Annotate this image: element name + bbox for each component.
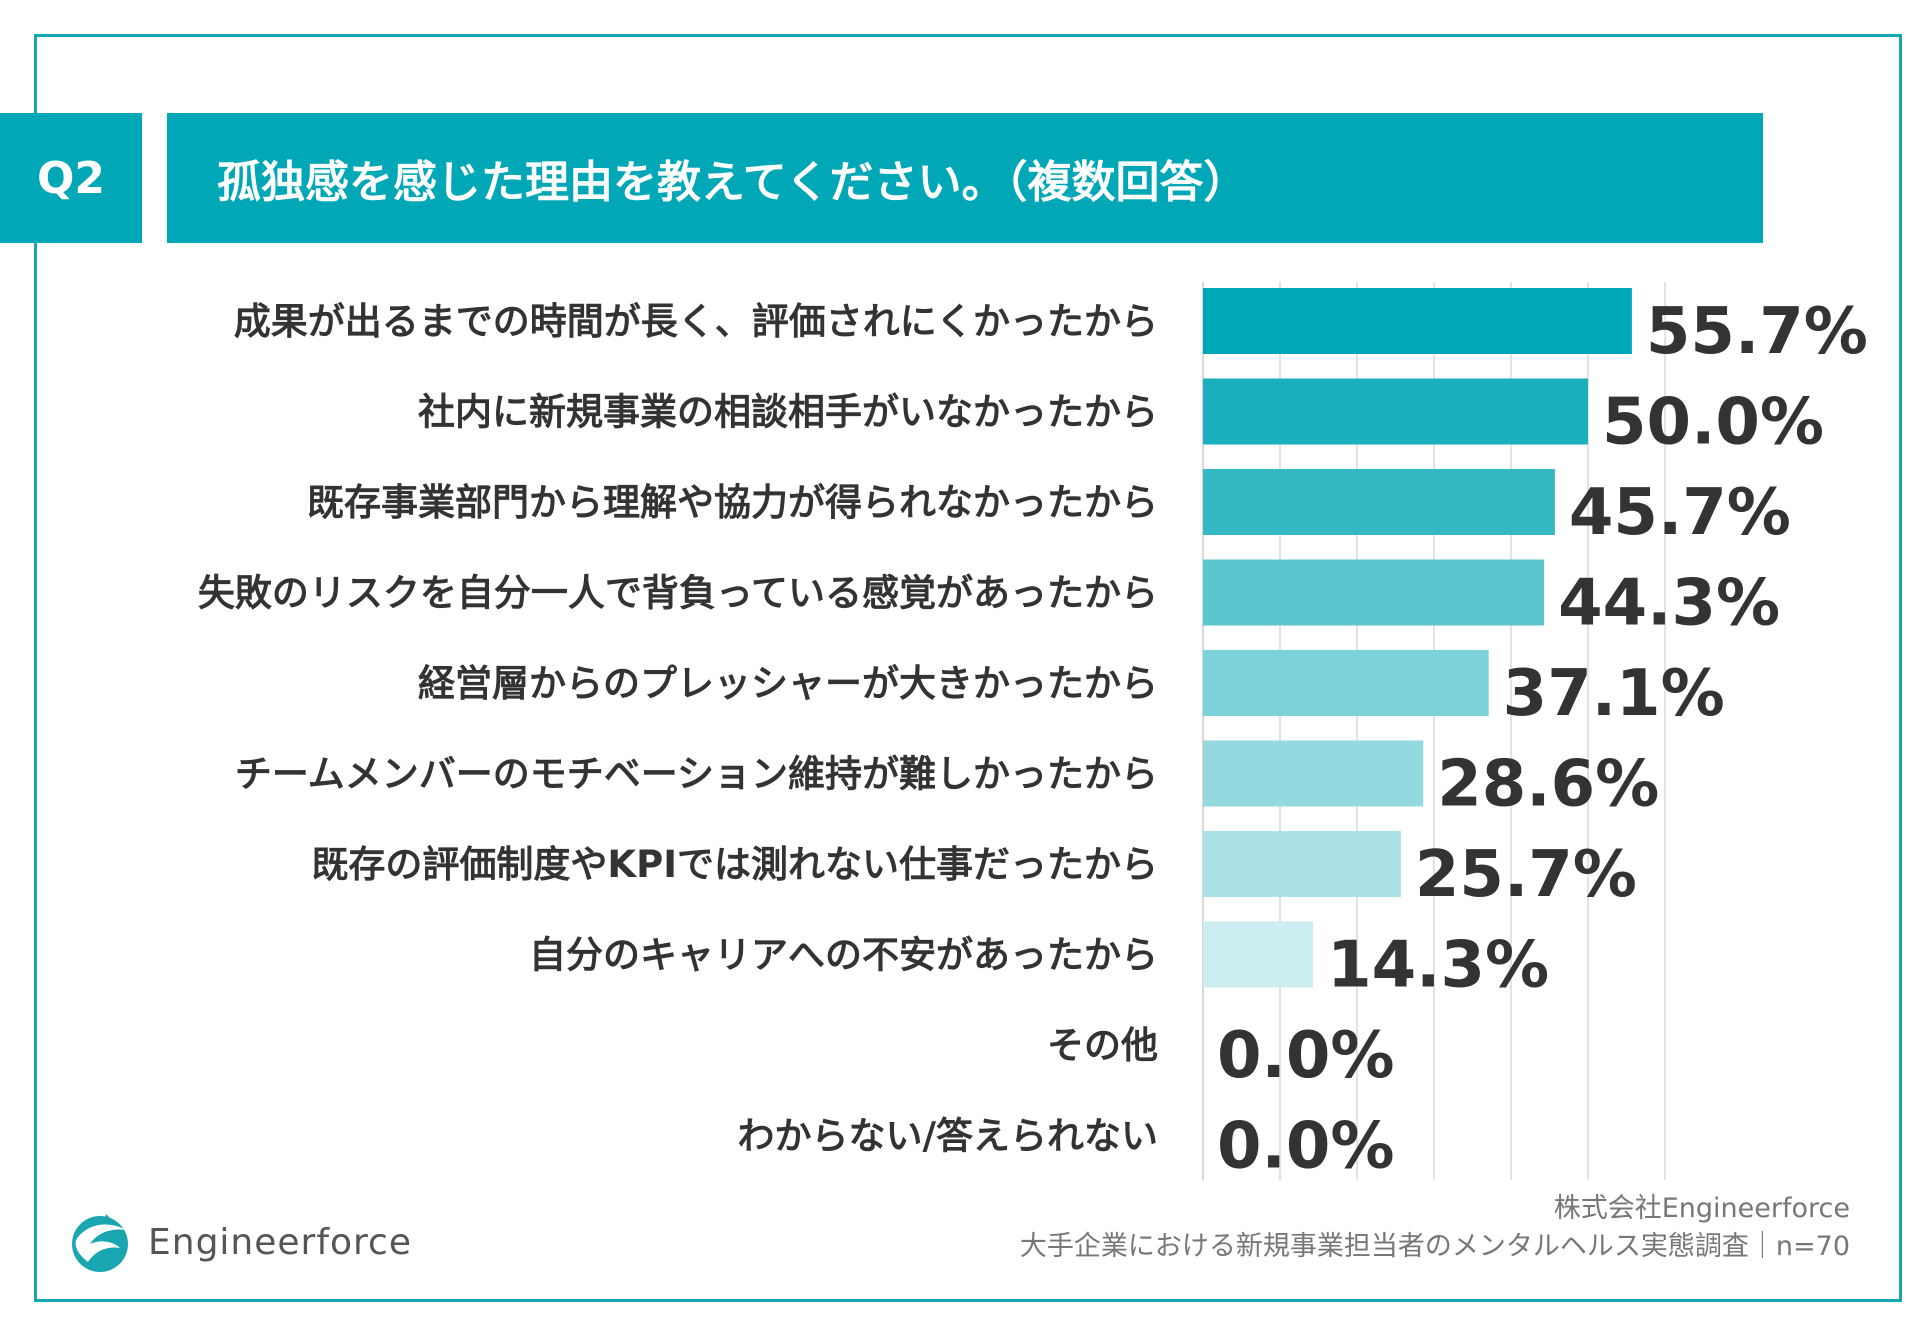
value-label-10: 0.0% bbox=[1217, 1110, 1395, 1184]
value-label-7: 25.7% bbox=[1415, 838, 1637, 912]
source-company: 株式会社Engineerforce bbox=[1553, 1193, 1850, 1224]
category-label-8: 自分のキャリアへの不安があったから bbox=[529, 934, 1158, 977]
question-number-badge: Q2 bbox=[0, 113, 142, 243]
value-label-4: 44.3% bbox=[1558, 567, 1780, 641]
value-label-9: 0.0% bbox=[1217, 1019, 1395, 1093]
wave-bird-icon bbox=[72, 1214, 128, 1272]
bar-1 bbox=[1203, 288, 1632, 354]
value-label-5: 37.1% bbox=[1503, 657, 1725, 731]
category-label-2: 社内に新規事業の相談相手がいなかったから bbox=[418, 391, 1158, 434]
category-label-6: チームメンバーのモチベーション維持が難しかったから bbox=[235, 753, 1158, 796]
chart-frame bbox=[34, 34, 1902, 1302]
category-label-4: 失敗のリスクを自分一人で背負っている感覚があったから bbox=[198, 572, 1158, 615]
category-label-5: 経営層からのプレッシャーが大きかったから bbox=[418, 662, 1158, 705]
bar-6 bbox=[1203, 740, 1424, 807]
question-title: 孤独感を感じた理由を教えてください。（複数回答） bbox=[167, 113, 1763, 243]
bar-7 bbox=[1203, 831, 1401, 897]
bar-5 bbox=[1203, 650, 1489, 716]
value-label-2: 50.0% bbox=[1602, 386, 1824, 460]
source-survey: 大手企業における新規事業担当者のメンタルヘルス実態調査｜n=70 bbox=[1019, 1231, 1850, 1262]
bar-4 bbox=[1203, 559, 1545, 626]
category-label-3: 既存事業部門から理解や協力が得られなかったから bbox=[307, 481, 1158, 524]
category-label-1: 成果が出るまでの時間が長く、評価されにくかったから bbox=[234, 300, 1158, 343]
value-label-8: 14.3% bbox=[1327, 929, 1549, 1003]
logo-text: Engineerforce bbox=[148, 1221, 412, 1263]
value-label-3: 45.7% bbox=[1569, 476, 1791, 550]
bar-8 bbox=[1203, 921, 1314, 988]
source-note: 株式会社Engineerforce 大手企業における新規事業担当者のメンタルヘル… bbox=[1020, 1190, 1850, 1266]
bar-3 bbox=[1203, 469, 1555, 535]
company-logo: Engineerforce bbox=[68, 1210, 412, 1274]
category-label-7: 既存の評価制度やKPIでは測れない仕事だったから bbox=[311, 843, 1158, 886]
value-label-6: 28.6% bbox=[1437, 748, 1659, 822]
category-label-10: わからない/答えられない bbox=[737, 1115, 1158, 1158]
bar-2 bbox=[1203, 378, 1588, 445]
value-label-1: 55.7% bbox=[1646, 295, 1868, 369]
category-label-9: その他 bbox=[1047, 1024, 1158, 1067]
